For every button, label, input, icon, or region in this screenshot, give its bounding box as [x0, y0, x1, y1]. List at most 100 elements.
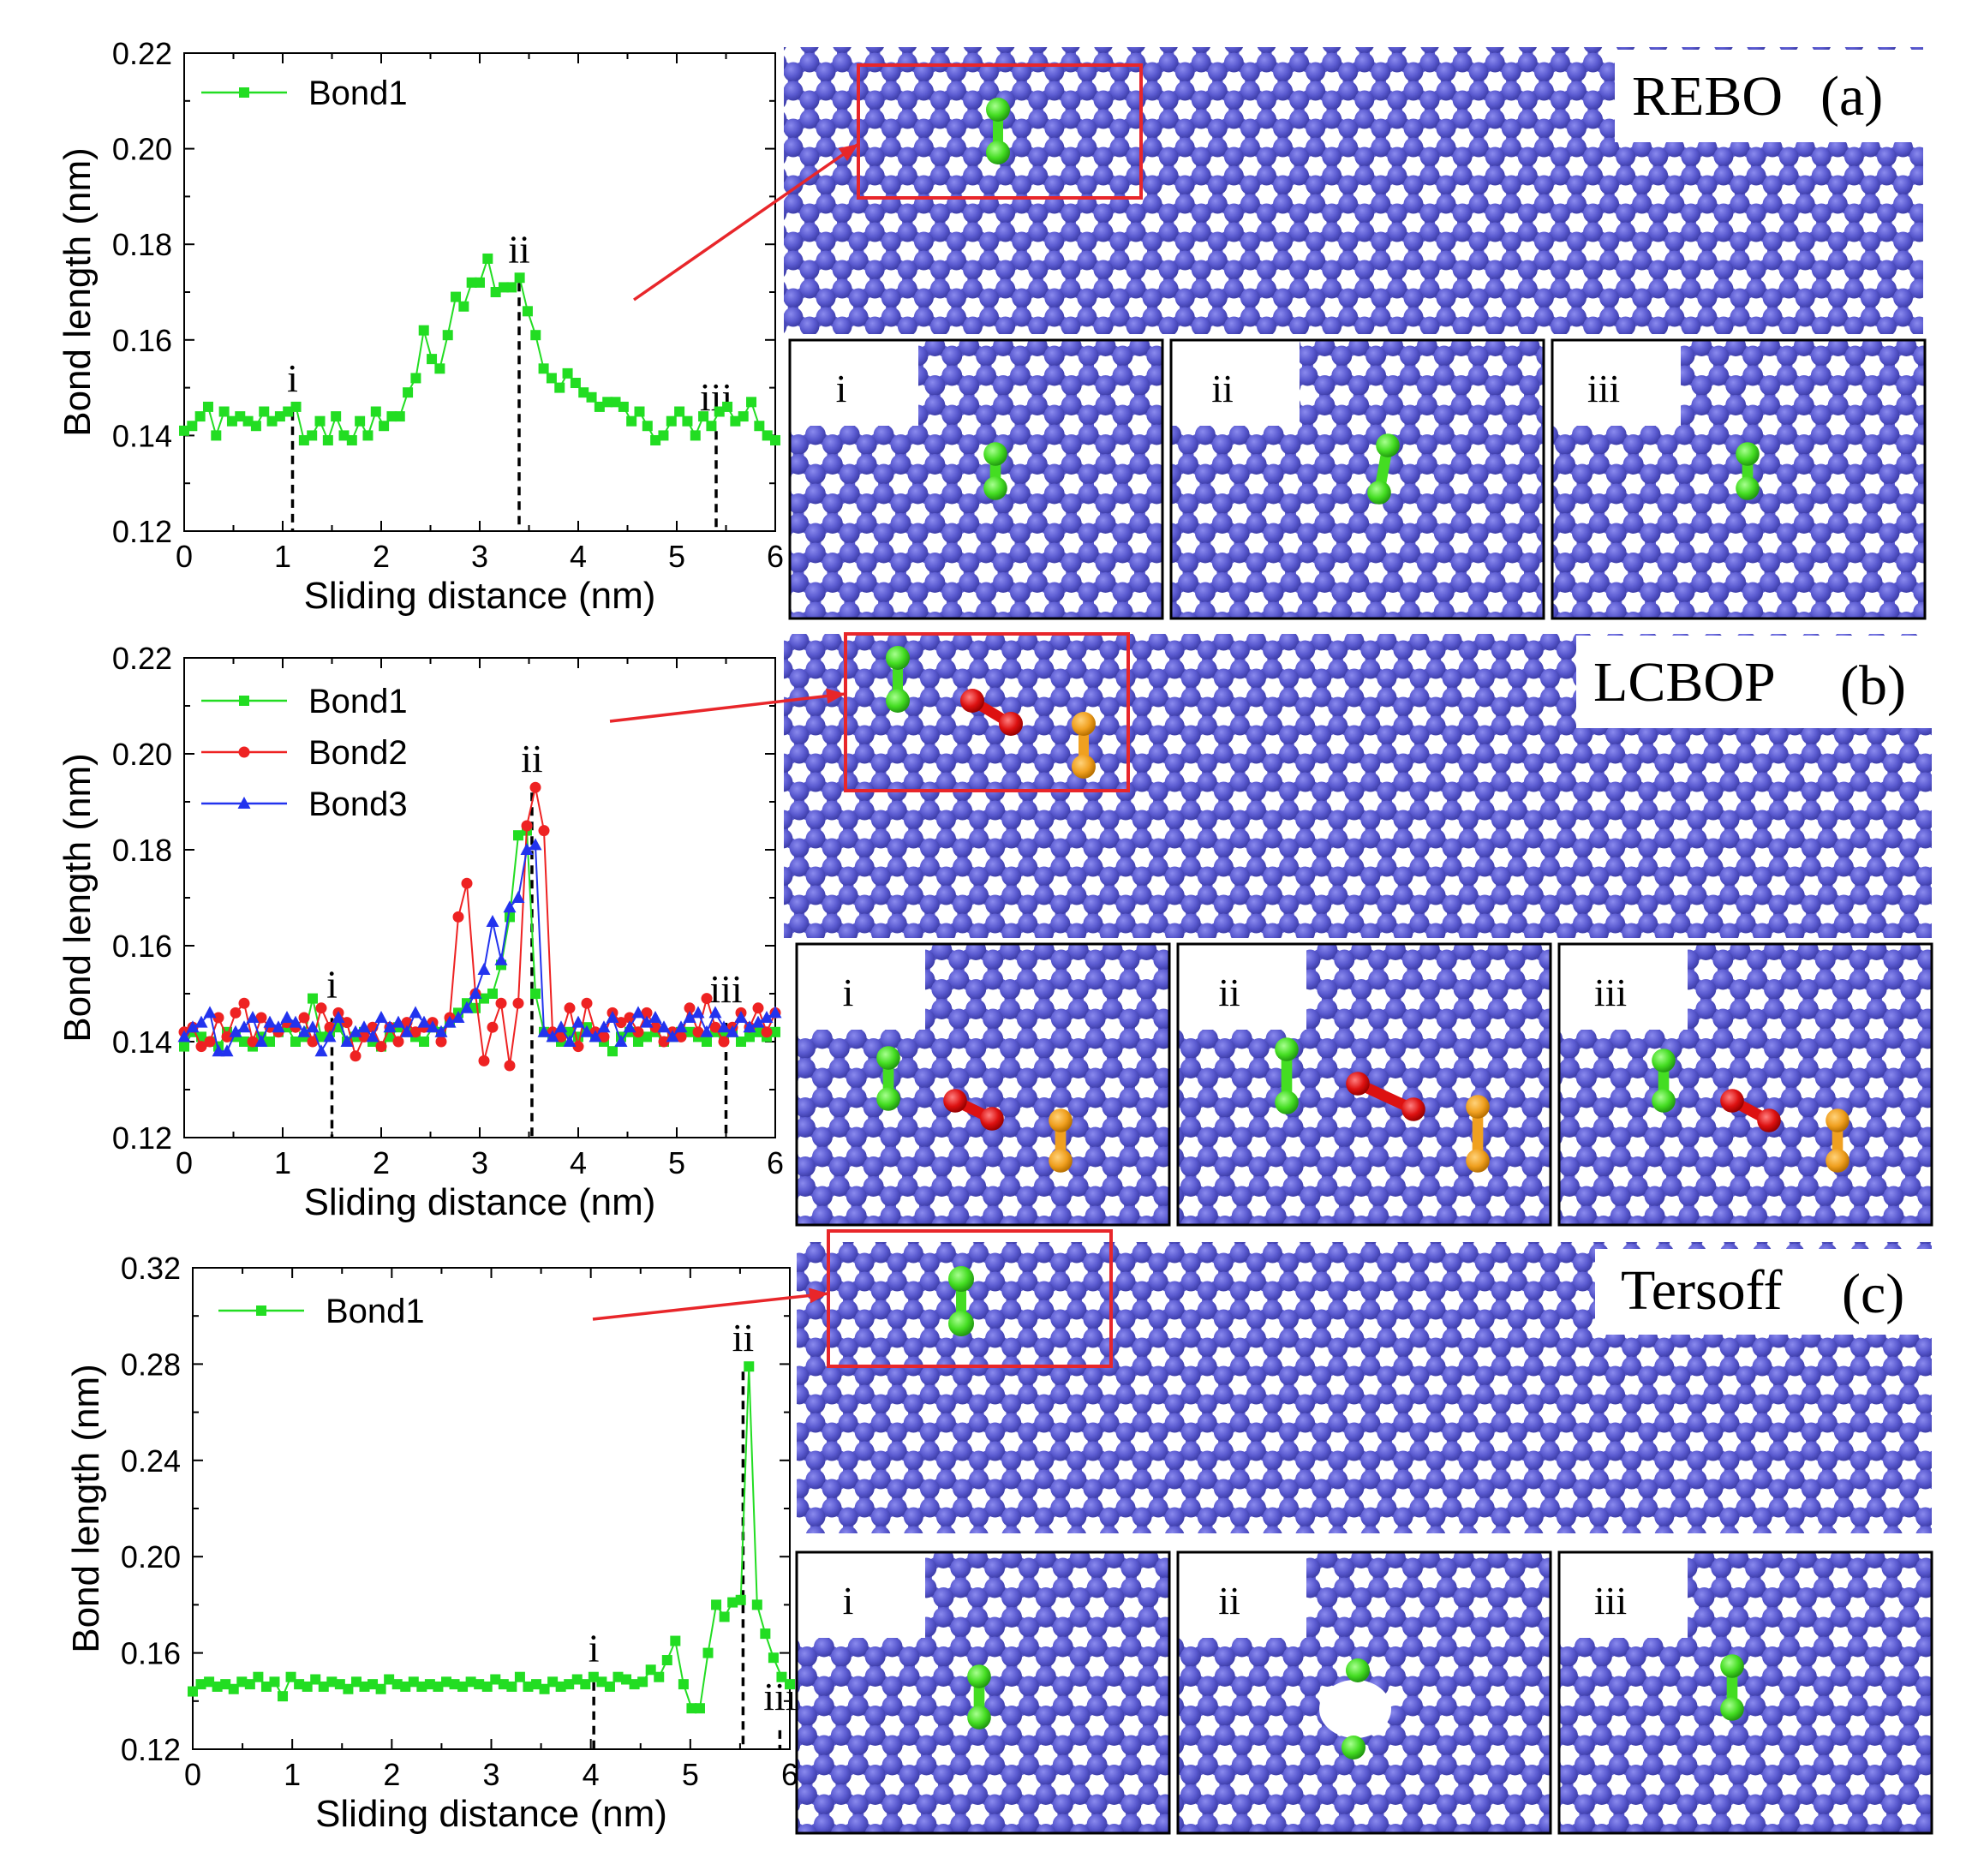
carbon-atom [1654, 810, 1675, 830]
carbon-atom [1664, 231, 1685, 252]
point-Bond1-65 [719, 1611, 730, 1622]
point-Bond3-11 [272, 1020, 285, 1033]
carbon-atom [1083, 800, 1103, 821]
carbon-atom [1001, 640, 1022, 660]
carbon-atom [1442, 781, 1462, 802]
carbon-atom [1762, 231, 1783, 252]
carbon-atom [1752, 866, 1772, 887]
carbon-atom [1028, 222, 1049, 242]
x-tick-label: 0 [184, 1757, 201, 1792]
hexagon [1936, 402, 1966, 439]
carbon-atom [1314, 493, 1336, 514]
carbon-atom [799, 52, 820, 73]
carbon-atom [1061, 493, 1082, 514]
carbon-atom [1485, 203, 1505, 224]
point-Bond3-10 [263, 1015, 277, 1028]
carbon-atom [1001, 866, 1022, 887]
carbon-atom [1338, 307, 1359, 327]
point-Bond2-40 [521, 820, 533, 832]
carbon-atom [1501, 250, 1521, 271]
carbon-atom [1012, 175, 1032, 195]
point-Bond1-47 [571, 1674, 583, 1685]
carbon-atom [907, 424, 929, 445]
carbon-atom [1387, 165, 1407, 186]
carbon-atom [1338, 118, 1359, 139]
carbon-atom [1383, 513, 1403, 534]
carbon-atom [1109, 118, 1130, 139]
carbon-atom [1932, 782, 1951, 802]
carbon-atom [969, 828, 989, 849]
carbon-atom [784, 659, 793, 679]
carbon-atom [1146, 463, 1162, 485]
carbon-atom [1536, 523, 1544, 543]
carbon-atom [1126, 222, 1146, 242]
carbon-atom [1768, 800, 1789, 821]
carbon-atom [784, 307, 804, 327]
carbon-atom [1877, 260, 1897, 280]
carbon-atom [1240, 250, 1260, 271]
carbon-atom [1197, 828, 1217, 849]
carbon-atom [1913, 483, 1925, 505]
carbon-atom [1093, 222, 1114, 242]
carbon-atom [1730, 175, 1750, 195]
carbon-atom [1197, 866, 1217, 887]
carbon-atom [1044, 307, 1065, 327]
carbon-atom [789, 687, 810, 708]
carbon-atom [1158, 316, 1179, 334]
highlight-atom [983, 476, 1007, 500]
carbon-atom [1681, 165, 1701, 186]
carbon-atom [1507, 725, 1527, 745]
carbon-atom [1228, 523, 1250, 544]
carbon-atom [1719, 828, 1740, 849]
carbon-atom [1026, 493, 1048, 514]
point-Bond1-16 [316, 1031, 326, 1043]
carbon-atom [1129, 340, 1150, 356]
carbon-atom [1331, 582, 1353, 603]
point-Bond1-28 [403, 387, 414, 398]
carbon-atom [1810, 582, 1832, 603]
carbon-atom [1273, 231, 1293, 252]
carbon-atom [1297, 483, 1318, 505]
carbon-atom [1452, 260, 1473, 280]
carbon-atom [1338, 81, 1359, 101]
carbon-atom [1295, 772, 1316, 792]
carbon-atom [929, 165, 950, 186]
carbon-atom [959, 395, 980, 415]
carbon-atom [1174, 81, 1195, 101]
carbon-atom [1312, 838, 1332, 858]
carbon-atom [1228, 483, 1250, 505]
hexagon [1952, 317, 1966, 355]
carbon-atom [1867, 894, 1886, 915]
carbon-atom [1450, 454, 1472, 475]
point-Bond1-40 [514, 1671, 525, 1682]
carbon-atom [1867, 800, 1886, 821]
carbon-atom [1507, 668, 1527, 689]
carbon-atom [1115, 857, 1136, 877]
carbon-atom [1399, 582, 1420, 603]
carbon-atom [1175, 25, 1195, 45]
carbon-atom [1129, 375, 1150, 396]
carbon-atom [1344, 634, 1365, 651]
carbon-atom [1034, 828, 1055, 849]
carbon-atom [1896, 493, 1917, 514]
carbon-atom [1517, 90, 1538, 111]
carbon-atom [839, 542, 860, 564]
carbon-atom [1383, 340, 1403, 356]
carbon-atom [1416, 553, 1437, 573]
carbon-atom [1833, 894, 1854, 915]
point-Bond1-46 [546, 373, 557, 384]
point-Bond1-22 [368, 1679, 379, 1690]
carbon-atom [1523, 696, 1544, 717]
carbon-atom [1760, 454, 1780, 475]
point-Bond3-64 [726, 1025, 739, 1037]
carbon-atom [1050, 800, 1071, 821]
point-Bond1-9 [260, 1681, 272, 1692]
carbon-atom [1932, 744, 1951, 764]
carbon-atom [1009, 542, 1031, 564]
carbon-atom [1502, 542, 1523, 564]
hexagon [1942, 669, 1966, 707]
carbon-atom [1801, 913, 1821, 934]
carbon-atom [1760, 572, 1780, 593]
carbon-atom [1387, 52, 1407, 73]
carbon-atom [1164, 923, 1185, 938]
